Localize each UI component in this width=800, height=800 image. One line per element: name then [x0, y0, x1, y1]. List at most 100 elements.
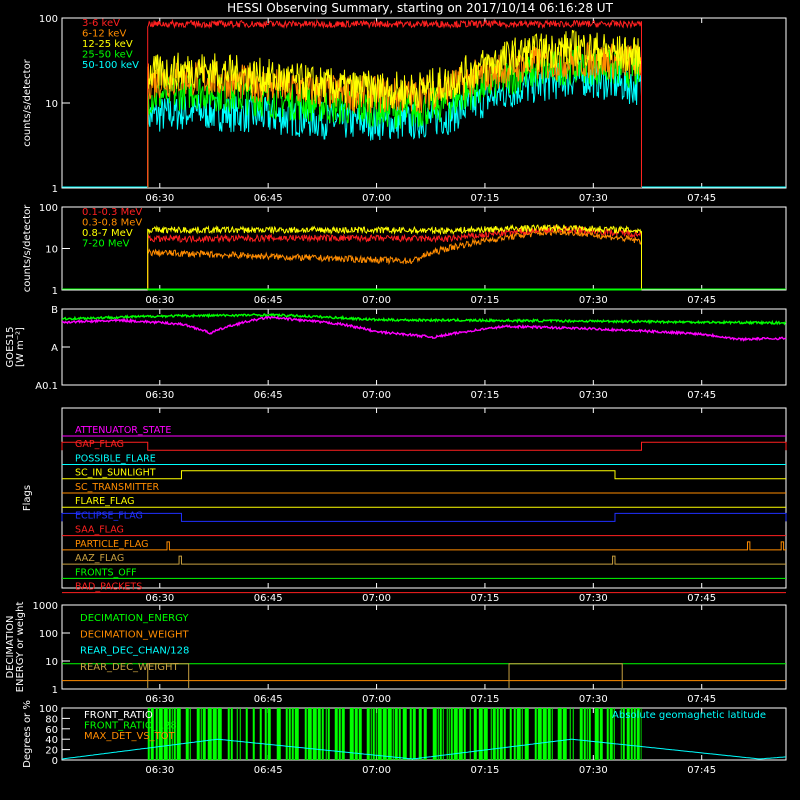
front-ratio-bar	[325, 708, 327, 760]
front-ratio-bar	[620, 708, 622, 760]
ratio-ytick-label: 40	[45, 735, 58, 746]
hxr-series-line	[147, 29, 643, 189]
front-ratio-bar	[349, 708, 354, 760]
hxr-series-line	[147, 41, 643, 189]
flag-label: PARTICLE_FLAG	[75, 539, 148, 550]
ratio-latitude-line	[61, 738, 787, 760]
figure-title: HESSI Observing Summary, starting on 201…	[227, 1, 613, 15]
front-ratio-bar	[285, 708, 288, 760]
decimation-ytick-label: 1000	[33, 601, 58, 612]
front-ratio-bar	[317, 708, 321, 760]
front-ratio-bar	[551, 708, 553, 760]
flags-xtick-label: 06:30	[145, 593, 174, 604]
flags-xtick-label: 07:30	[579, 593, 608, 604]
goes-xtick-label: 07:30	[579, 390, 608, 401]
ratio-xtick-label: 06:30	[145, 765, 174, 776]
flag-label: AAZ_FLAG	[75, 553, 124, 564]
goes-ytick-label: A0.1	[35, 381, 58, 392]
gamma-ylabel: counts/s/detector	[22, 204, 33, 292]
hxr-legend-entry: 12-25 keV	[82, 39, 133, 50]
gamma-series-line	[147, 224, 643, 291]
hxr-ytick-label: 10	[45, 99, 58, 110]
front-ratio-bar	[327, 708, 330, 760]
decimation-ytick-label: 10	[45, 657, 58, 668]
front-ratio-bar	[230, 708, 233, 760]
front-ratio-bar	[155, 708, 158, 760]
front-ratio-bar	[294, 708, 299, 760]
front-ratio-bar	[640, 708, 642, 760]
decimation-legend-entry: DECIMATION_WEIGHT	[80, 629, 189, 640]
front-ratio-bar	[448, 708, 450, 760]
front-ratio-bar	[492, 708, 496, 760]
front-ratio-bar	[236, 708, 238, 760]
front-ratio-bar	[586, 708, 588, 760]
front-ratio-bar	[200, 708, 202, 760]
hxr-ylabel: counts/s/detector	[22, 58, 33, 146]
decimation-xtick-label: 07:15	[471, 694, 500, 705]
front-ratio-bar	[442, 708, 444, 760]
flag-label: SC_TRANSMITTER	[75, 482, 160, 493]
front-ratio-bar	[217, 708, 222, 760]
front-ratio-bar	[469, 708, 471, 760]
front-ratio-bar	[446, 708, 448, 760]
flag-label: ATTENUATOR_STATE	[75, 425, 171, 436]
flags-xtick-label: 07:15	[471, 593, 500, 604]
hxr-panel: 06:30 06:45 07:00 07:15 07:30 07:45 counts/s/d…	[22, 14, 787, 204]
gamma-xtick-label: 07:15	[471, 295, 500, 306]
front-ratio-bar	[196, 708, 200, 760]
flag-label: BAD_PACKETS	[75, 582, 142, 593]
gamma-frame	[61, 206, 787, 291]
goes-ytick-label: B	[51, 305, 58, 316]
front-ratio-bar	[264, 708, 267, 760]
goes-panel: 06:30 06:45 07:00 07:15 07:30 07:45 GOES15 [W m…	[5, 305, 787, 401]
front-ratio-bar	[463, 708, 466, 760]
decimation-legend-entry: REAR_DEC_CHAN/128	[80, 646, 189, 657]
gamma-xtick-label: 07:45	[687, 295, 716, 306]
front-ratio-bar	[338, 708, 341, 760]
front-ratio-bar	[150, 708, 154, 760]
front-ratio-bar	[171, 708, 173, 760]
front-ratio-bar	[630, 708, 633, 760]
front-ratio-bar	[516, 708, 521, 760]
decimation-legend-entry: REAR_DEC_WEIGHT	[80, 662, 179, 673]
decimation-xtick-label: 07:00	[362, 694, 391, 705]
front-ratio-bar	[158, 708, 163, 760]
front-ratio-bar	[524, 708, 529, 760]
front-ratio-bar	[304, 708, 307, 760]
decimation-xtick-label: 06:45	[254, 694, 283, 705]
front-ratio-bar	[412, 708, 416, 760]
hxr-xtick-label: 07:00	[362, 193, 391, 204]
front-ratio-bar	[599, 708, 603, 760]
gamma-ytick-label: 10	[45, 245, 58, 256]
front-ratio-bar	[542, 708, 547, 760]
front-ratio-bar	[354, 708, 358, 760]
goes-ylabel: [W m⁻²]	[15, 327, 26, 367]
front-ratio-bar	[307, 708, 312, 760]
front-ratio-bar	[377, 708, 382, 760]
front-ratio-bar	[537, 708, 542, 760]
front-ratio-bar	[252, 708, 255, 760]
flag-label: POSSIBLE_FLARE	[75, 453, 156, 464]
ratio-legend-entry: Absolute geomagnetic latitude	[612, 710, 766, 721]
flag-label: FLARE_FLAG	[75, 496, 135, 507]
hxr-legend-entry: 50-100 keV	[82, 60, 139, 71]
decimation-window-line	[147, 663, 190, 688]
front-ratio-bar	[176, 708, 181, 760]
ratio-ytick-label: 60	[45, 725, 58, 736]
front-ratio-bar	[370, 708, 372, 760]
flag-line	[61, 512, 787, 522]
front-ratio-bar	[202, 708, 206, 760]
front-ratio-bar	[483, 708, 488, 760]
decimation-legend-entry: DECIMATION_ENERGY	[80, 613, 189, 624]
flags-xtick-label: 07:45	[687, 593, 716, 604]
flag-label: SAA_FLAG	[75, 525, 124, 536]
goes-xtick-label: 07:15	[471, 390, 500, 401]
flags-frame	[61, 407, 787, 589]
gamma-ytick-label: 1	[52, 286, 58, 297]
front-ratio-bar	[402, 708, 407, 760]
flag-line	[62, 470, 786, 480]
front-ratio-bar	[276, 708, 281, 760]
hxr-series-line	[147, 18, 642, 189]
front-ratio-bar	[398, 708, 401, 760]
